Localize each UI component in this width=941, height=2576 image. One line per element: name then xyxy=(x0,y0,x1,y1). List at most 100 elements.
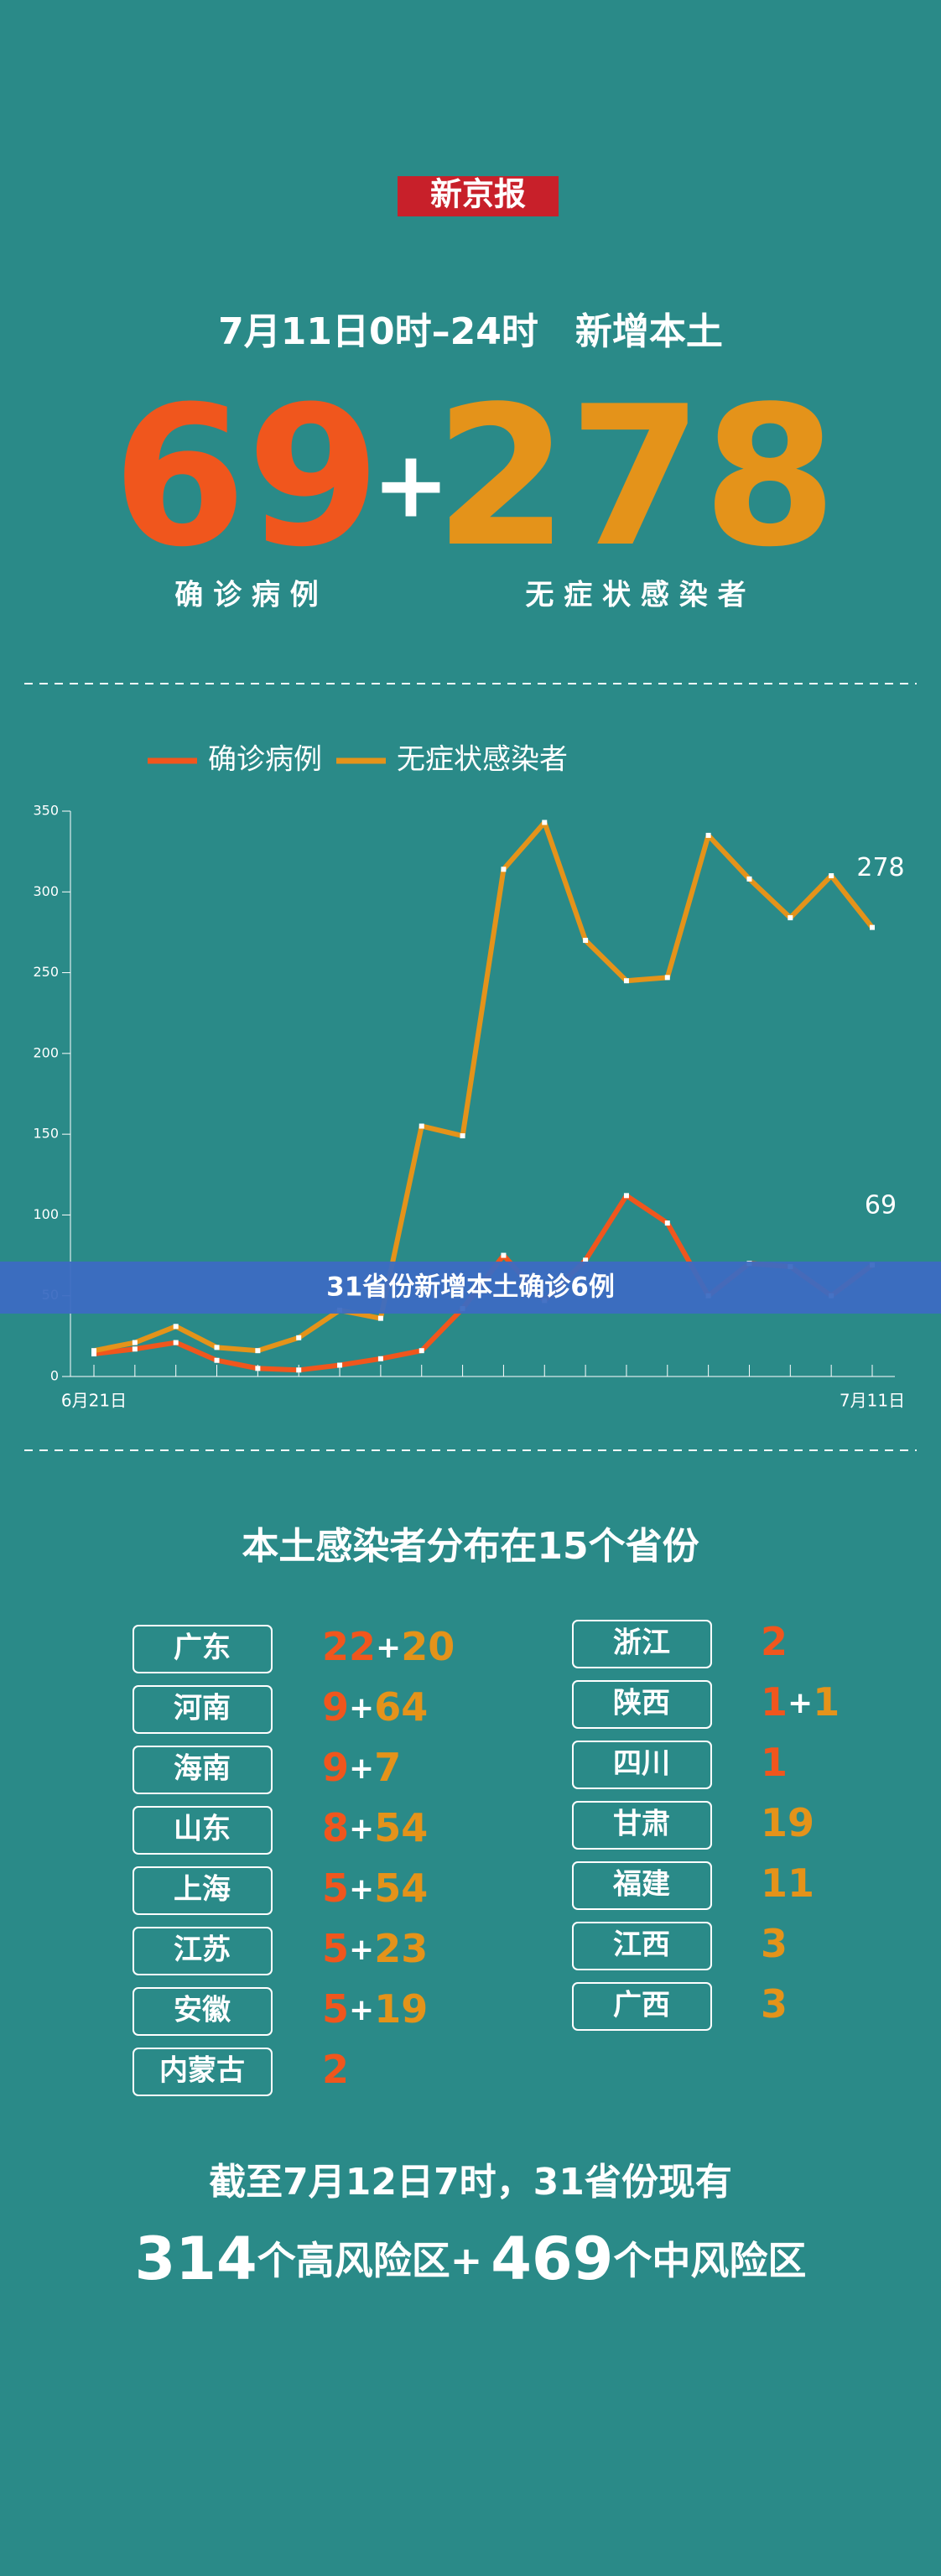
asymptomatic: 19 xyxy=(374,1986,428,2032)
province-name: 安徽 xyxy=(174,1994,231,2027)
plus: + xyxy=(349,1691,374,1725)
y-tick-label: 200 xyxy=(33,1044,59,1060)
province-name: 浙江 xyxy=(613,1626,670,1660)
x-tick-label: 7月11日 xyxy=(840,1391,905,1411)
province-count: 5+23 xyxy=(322,1926,428,1971)
asymptomatic: 23 xyxy=(374,1926,428,1971)
banner: 31省份新增本土确诊6例 xyxy=(326,1272,615,1303)
asymptomatic: 11 xyxy=(761,1860,814,1906)
asymptomatic: 1 xyxy=(813,1679,840,1725)
point xyxy=(214,1357,220,1363)
point xyxy=(746,876,752,882)
province-name: 江苏 xyxy=(174,1933,231,1967)
point xyxy=(623,978,629,984)
province-count: 9+64 xyxy=(322,1684,428,1730)
province-count: 9+7 xyxy=(322,1745,401,1790)
province-name: 内蒙古 xyxy=(159,2054,245,2088)
point xyxy=(173,1340,179,1345)
asymptomatic: 3 xyxy=(761,1981,788,2027)
confirmed: 8 xyxy=(322,1805,349,1850)
confirmed: 2 xyxy=(322,2047,349,2092)
province-name: 陕西 xyxy=(613,1687,670,1720)
x-tick-label: 6月21日 xyxy=(61,1391,127,1411)
y-tick-label: 150 xyxy=(33,1126,59,1142)
y-tick-label: 0 xyxy=(50,1368,59,1384)
y-tick-label: 350 xyxy=(33,803,59,819)
province-count: 2 xyxy=(761,1619,788,1664)
point xyxy=(501,866,507,872)
province-count: 5+54 xyxy=(322,1866,428,1911)
confirmed: 1 xyxy=(761,1740,788,1785)
legend-label: 无症状感染者 xyxy=(397,743,568,777)
province-count: 11 xyxy=(761,1860,814,1906)
province-box xyxy=(572,1861,712,1910)
province-name: 山东 xyxy=(174,1813,231,1846)
asymptomatic-total: 278 xyxy=(434,366,837,590)
plus: + xyxy=(349,1933,374,1967)
province-box xyxy=(133,2048,273,2096)
asymptomatic: 20 xyxy=(401,1624,455,1669)
mid-text: 个中风险区 xyxy=(613,2238,806,2283)
y-tick-label: 250 xyxy=(33,964,59,980)
province-count: 8+54 xyxy=(322,1805,428,1850)
logo: 新京报 xyxy=(430,175,526,213)
high-count: 314 xyxy=(135,2225,257,2293)
province-box xyxy=(572,1801,712,1850)
plus: + xyxy=(372,430,450,538)
province-name: 广东 xyxy=(174,1631,231,1665)
point xyxy=(296,1335,302,1340)
plus: + xyxy=(349,1751,374,1786)
point xyxy=(583,1257,589,1263)
point xyxy=(870,924,875,930)
province-count: 5+19 xyxy=(322,1986,428,2032)
point xyxy=(214,1345,220,1350)
banner-bg xyxy=(0,1262,941,1314)
footer-line: 截至7月12日7时，31省份现有 xyxy=(209,2161,732,2204)
asymptomatic: 7 xyxy=(374,1745,401,1790)
asymptomatic: 64 xyxy=(374,1684,428,1730)
province-box xyxy=(572,1741,712,1789)
confirmed-total: 69 xyxy=(112,366,381,590)
point xyxy=(623,1193,629,1199)
point xyxy=(664,975,670,981)
province-box xyxy=(572,1922,712,1970)
confirmed: 5 xyxy=(322,1926,349,1971)
province-name: 河南 xyxy=(174,1692,231,1725)
province-box xyxy=(572,1680,712,1729)
province-box xyxy=(133,1806,273,1855)
asymptomatic-label: 无 症 状 感 染 者 xyxy=(525,579,746,612)
confirmed: 1 xyxy=(761,1679,788,1725)
point xyxy=(542,820,548,825)
province-name: 广西 xyxy=(613,1989,670,2022)
province-box xyxy=(572,1982,712,2031)
plus: + xyxy=(349,1872,374,1907)
province-name: 上海 xyxy=(174,1873,231,1907)
province-title: 本土感染者分布在15个省份 xyxy=(242,1525,699,1568)
high-text: 个高风险区+ xyxy=(257,2238,483,2283)
footer-risk: 314个高风险区+ 469个中风险区 xyxy=(135,2225,807,2293)
series-line xyxy=(93,820,875,1354)
province-name: 四川 xyxy=(613,1747,670,1781)
asymptomatic: 54 xyxy=(374,1866,428,1911)
point xyxy=(337,1362,343,1368)
y-tick-label: 300 xyxy=(33,883,59,899)
confirmed: 9 xyxy=(322,1745,349,1790)
confirmed-label: 确 诊 病 例 xyxy=(174,579,319,612)
logo-box xyxy=(398,176,559,216)
confirmed: 2 xyxy=(761,1619,788,1664)
point xyxy=(501,1252,507,1258)
point xyxy=(419,1348,424,1354)
y-tick-label: 100 xyxy=(33,1206,59,1222)
province-name: 江西 xyxy=(613,1928,670,1962)
province-box xyxy=(133,1625,273,1673)
province-box xyxy=(133,1866,273,1915)
province-name: 甘肃 xyxy=(613,1808,670,1841)
province-name: 福建 xyxy=(612,1868,670,1902)
province-count: 3 xyxy=(761,1981,788,2027)
plus: + xyxy=(376,1631,401,1665)
point xyxy=(419,1123,424,1129)
plus: + xyxy=(349,1812,374,1846)
province-count: 19 xyxy=(761,1800,814,1845)
